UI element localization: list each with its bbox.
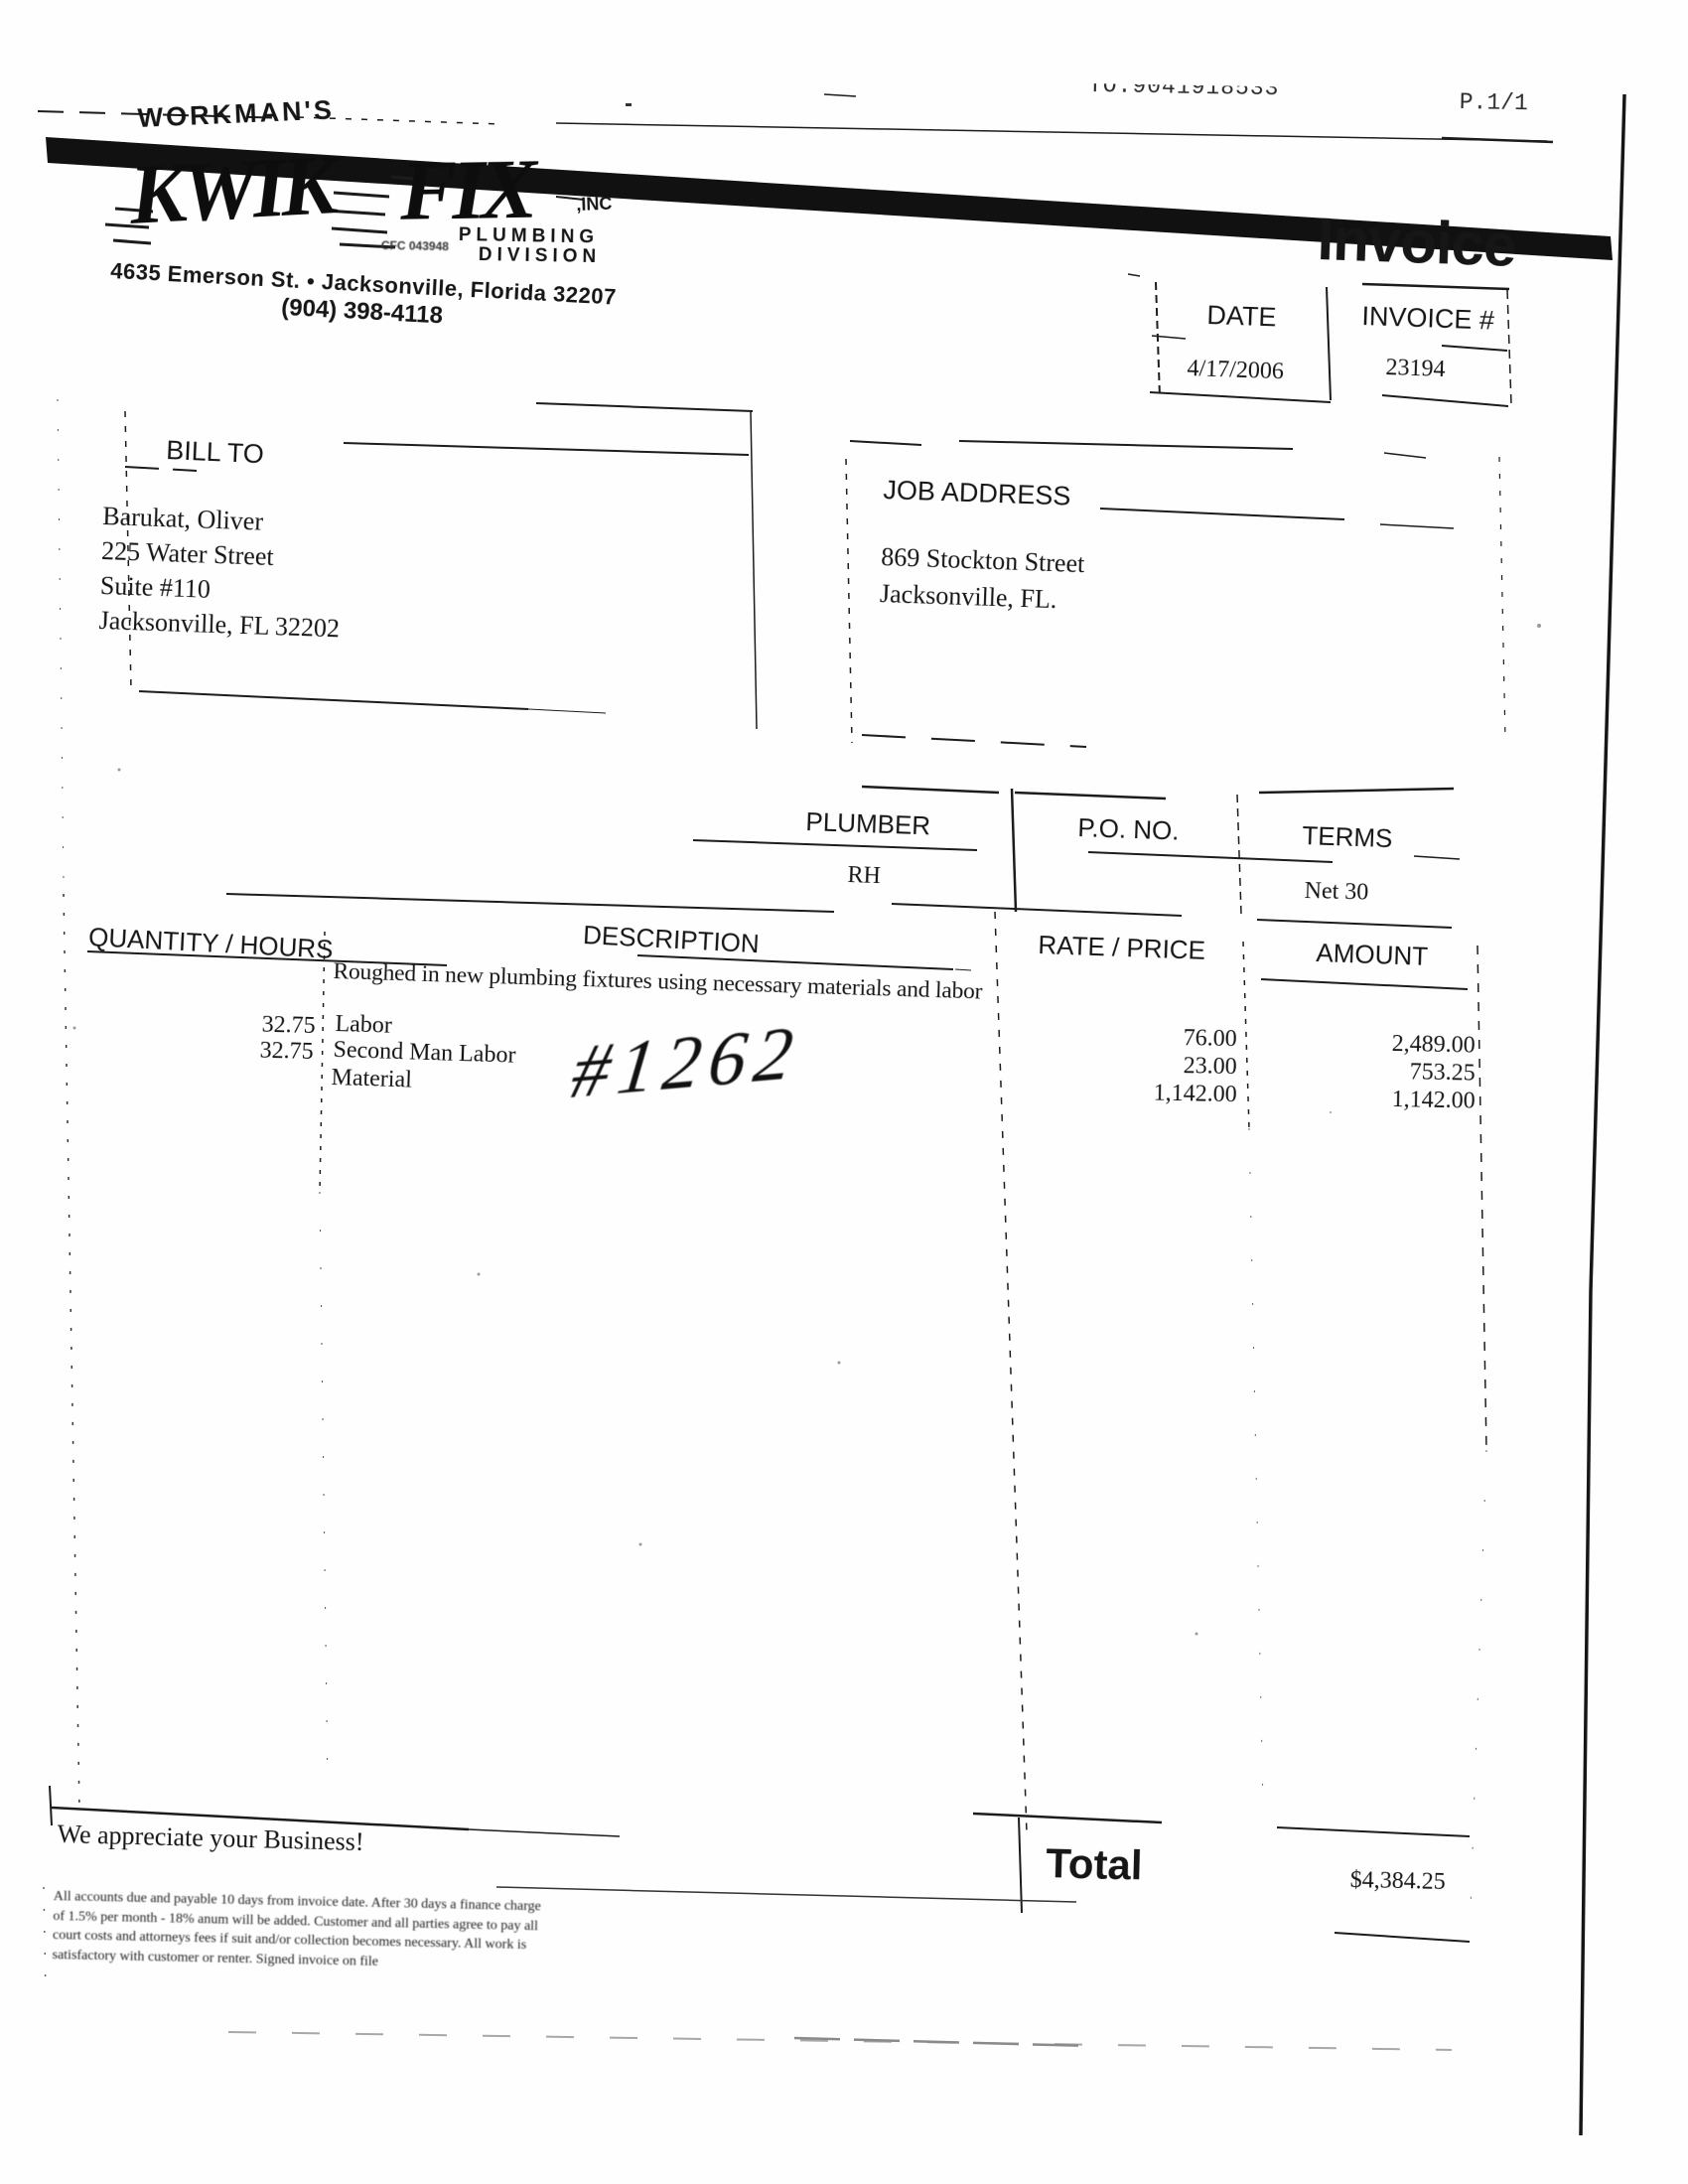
plumber-value: RH [847,862,882,890]
item-description: Labor [335,1011,393,1039]
item-amount: 753.25 [1409,1059,1476,1087]
total-label: Total [1045,1839,1144,1889]
item-rate: 1,142.00 [1153,1080,1237,1108]
license-number: CFC 043948 [380,238,450,254]
invoice-number-label: INVOICE # [1360,301,1495,336]
fine-print: All accounts due and payable 10 days fro… [52,1887,541,1974]
item-rate: 76.00 [1183,1025,1237,1053]
rate-price-header: RATE / PRICE [1037,930,1206,965]
job-address-label: JOB ADDRESS [882,475,1071,511]
plumber-label: PLUMBER [804,806,931,841]
division-line-2: DIVISION [478,244,602,268]
amount-header: AMOUNT [1315,938,1429,971]
job-address-lines: 869 Stockton Street Jacksonville, FL. [879,538,1085,619]
bill-to-label: BILL TO [165,435,265,470]
date-value: 4/17/2006 [1187,356,1285,385]
company-brand-suffix: ,INC [576,193,613,215]
terms-value: Net 30 [1304,878,1369,906]
total-value: $4,384.25 [1349,1867,1446,1896]
date-label: DATE [1205,300,1277,333]
po-number-label: P.O. NO. [1076,812,1181,846]
item-description: Second Man Labor [333,1037,516,1069]
job-address-line: Jacksonville, FL. [879,578,1057,615]
item-amount: 2,489.00 [1391,1030,1476,1059]
terms-label: TERMS [1301,820,1393,854]
scan-top-bar [46,137,1613,260]
bill-to-address: Barukat, Oliver 225 Water Street Suite #… [98,499,344,646]
item-description: Material [331,1065,413,1093]
fax-page-indicator: P.1/1 [1459,89,1529,117]
item-quantity: 32.75 [259,1037,314,1066]
company-brand-kwik: KWIK [127,136,336,242]
page-edge-line [1579,93,1626,2136]
item-amount: 1,142.00 [1391,1086,1476,1114]
item-rate: 23.00 [1183,1053,1237,1081]
invoice-number-value: 23194 [1385,355,1446,383]
invoice-title: Invoice [1316,205,1517,279]
item-quantity: 32.75 [261,1011,316,1040]
